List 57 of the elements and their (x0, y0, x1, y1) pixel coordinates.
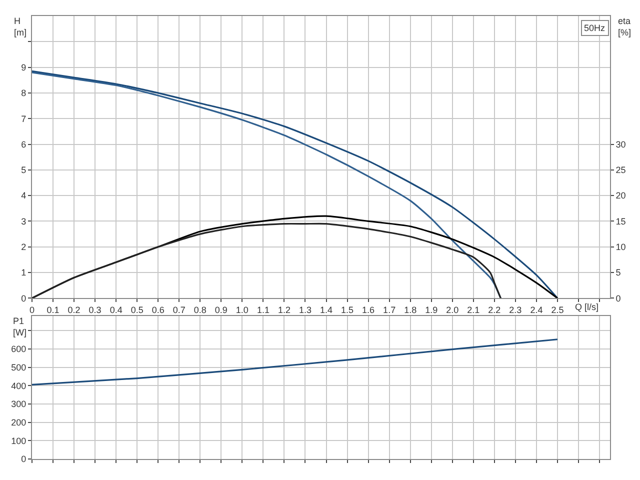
x-axis-title: Q [l/s] (575, 302, 599, 312)
x-tick-label: 1.3 (298, 304, 312, 315)
x-tick-label: 2.1 (467, 304, 480, 315)
y-tick-label: 4 (21, 190, 26, 201)
x-tick-label: 2.0 (446, 304, 459, 315)
x-tick-label: 1.0 (236, 304, 248, 315)
x-tick-label: 1.7 (383, 304, 396, 315)
x-tick-label: 0.4 (110, 304, 122, 315)
x-tick-label: 0.3 (88, 304, 102, 315)
y2-tick-label: 0 (616, 293, 621, 304)
line-series (32, 222, 502, 298)
y-tick-label: 200 (11, 417, 26, 428)
x-tick-label: 0 (29, 304, 35, 315)
y2-tick-label: 15 (616, 216, 626, 226)
x-tick-label: 0.7 (172, 304, 186, 315)
x-tick-label: 1.9 (425, 304, 438, 315)
y2-tick-label: 10 (616, 242, 626, 252)
annotation: 50Hz (584, 23, 606, 33)
x-tick-label: 1.5 (341, 304, 354, 315)
x-tick-label: 0.5 (130, 304, 144, 315)
x-tick-label: 0.9 (214, 304, 228, 315)
x-tick-label: 0.8 (194, 304, 206, 315)
y-tick-label: 0 (21, 454, 26, 464)
y-tick-label: 3 (21, 216, 26, 226)
y-tick-label: 400 (11, 380, 26, 391)
y-tick-label: 0 (21, 293, 26, 304)
y2-tick-label: 25 (616, 165, 626, 176)
y2-axis-title: eta [%] (618, 16, 632, 38)
y-tick-label: 8 (21, 88, 26, 98)
x-tick-label: 2.4 (530, 304, 543, 315)
y-axis-title: P1 [W] (13, 316, 26, 338)
y-axis-title: H [m] (14, 16, 26, 38)
y-tick-label: 1 (21, 268, 26, 278)
y-tick-label: 100 (11, 436, 26, 446)
x-tick-label: 1.4 (320, 304, 333, 315)
x-tick-label: 0.6 (152, 304, 164, 315)
line-series (32, 338, 558, 386)
x-tick-label: 2.5 (551, 304, 564, 315)
y-tick-label: 7 (21, 114, 26, 124)
y2-tick-label: 5 (616, 268, 621, 278)
x-tick-label: 1.8 (404, 304, 417, 315)
y2-tick-label: 30 (616, 139, 626, 150)
x-tick-label: 2.3 (509, 304, 522, 315)
y-tick-label: 2 (21, 242, 26, 252)
x-tick-label: 0.2 (68, 304, 80, 315)
x-tick-label: 2.2 (488, 304, 501, 315)
y-tick-label: 300 (11, 399, 26, 410)
y2-tick-label: 20 (616, 190, 626, 201)
x-tick-label: 0.1 (46, 304, 60, 315)
y-tick-label: 9 (21, 62, 26, 72)
y-tick-label: 5 (21, 165, 26, 176)
y-tick-label: 600 (11, 344, 26, 354)
x-tick-label: 1.1 (256, 304, 270, 315)
y-tick-label: 500 (11, 362, 26, 372)
x-tick-label: 1.2 (278, 304, 290, 315)
x-tick-label: 1.6 (362, 304, 375, 315)
y-tick-label: 6 (21, 139, 26, 150)
